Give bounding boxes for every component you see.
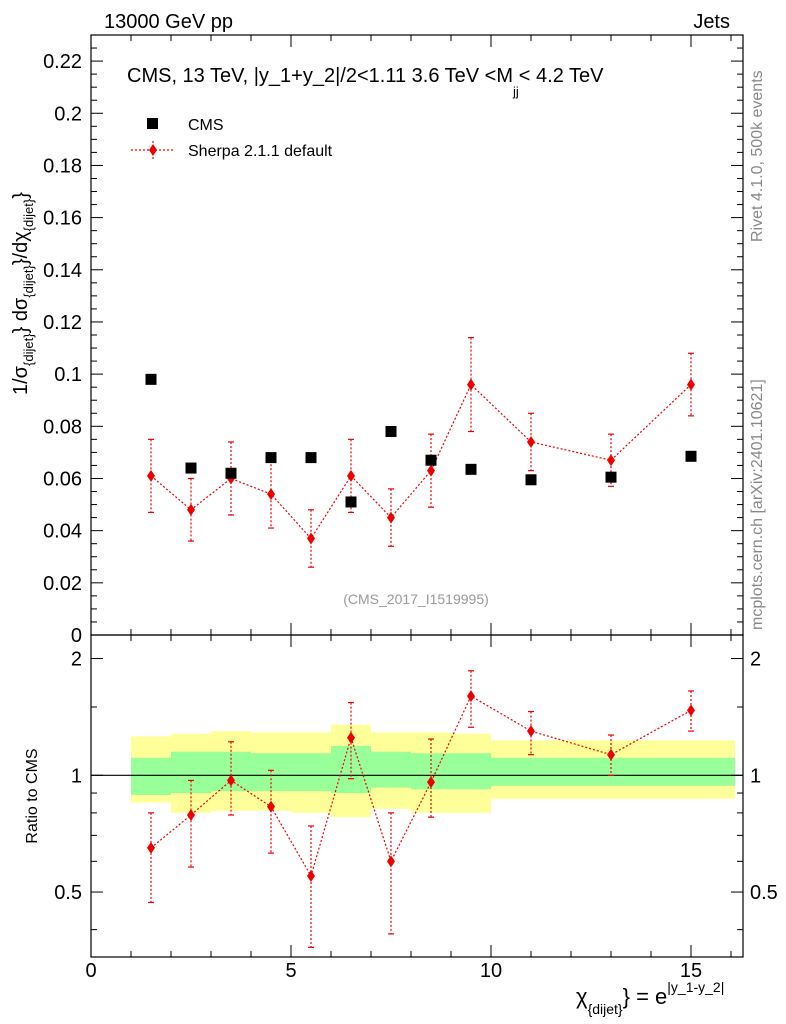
cms-point <box>525 474 537 486</box>
y-tick-label: 0.18 <box>43 155 82 177</box>
sherpa-point <box>347 469 355 482</box>
cms-point <box>425 454 437 466</box>
ratio-line <box>150 695 692 878</box>
sherpa-point <box>527 435 535 448</box>
ratio-point <box>187 808 195 821</box>
sherpa-point <box>307 532 315 545</box>
band-inner <box>451 753 491 790</box>
ratio-tick-label-right: 1 <box>750 765 761 787</box>
y-tick-label: 0.14 <box>43 260 82 282</box>
band-inner <box>651 757 735 786</box>
x-tick-label: 0 <box>85 960 96 982</box>
y-tick-label: 0.04 <box>43 521 82 543</box>
ratio-point <box>687 704 695 717</box>
cms-point <box>345 496 357 508</box>
cms-point <box>265 452 277 464</box>
analysis-watermark: (CMS_2017_I1519995) <box>343 591 489 607</box>
ratio-y-axis-label: Ratio to CMS <box>24 748 41 843</box>
sherpa-point <box>467 378 475 391</box>
legend-sherpa-label: Sherpa 2.1.1 default <box>188 143 333 160</box>
sherpa-point <box>687 378 695 391</box>
sherpa-series <box>147 337 695 568</box>
sherpa-point <box>607 454 615 467</box>
cms-series <box>145 373 697 508</box>
x-tick-label: 10 <box>480 960 502 982</box>
band-inner <box>491 757 571 786</box>
y-tick-label: 0.08 <box>43 416 82 438</box>
y-tick-label: 0.22 <box>43 51 82 73</box>
ratio-point <box>307 869 315 882</box>
sherpa-point <box>427 464 435 477</box>
y-tick-label: 0.12 <box>43 312 82 334</box>
ratio-point <box>227 774 235 787</box>
ratio-point <box>527 725 535 738</box>
y-tick-label: 0.2 <box>54 103 82 125</box>
ratio-point <box>387 855 395 868</box>
y-tick-label: 0.06 <box>43 468 82 490</box>
y-axis-label: 1/σ{dijet}} dσ{dijet}}/dχ{dijet}} <box>10 192 36 395</box>
x-tick-label: 5 <box>285 960 296 982</box>
y-tick-label: 0.02 <box>43 573 82 595</box>
cms-point <box>465 463 477 475</box>
cms-point <box>305 452 317 464</box>
legend-cms-label: CMS <box>188 117 224 134</box>
cms-point <box>145 373 157 385</box>
cms-point <box>185 462 197 474</box>
ratio-tick-label: 2 <box>71 649 82 671</box>
band-inner <box>291 753 331 792</box>
band-inner <box>171 751 211 794</box>
axis-ticks: 0 5 10 15 0 0.02 0.04 0.06 0.08 0.1 0.12 0.14 0.16 0.… <box>43 35 778 982</box>
sherpa-point <box>147 469 155 482</box>
x-tick-label: 15 <box>680 960 702 982</box>
band-inner <box>131 757 171 795</box>
cms-point <box>225 467 237 479</box>
ratio-tick-label-right: 0.5 <box>750 882 778 904</box>
ratio-point <box>607 748 615 761</box>
header-left: 13000 GeV pp <box>104 11 233 33</box>
ratio-point <box>267 800 275 813</box>
chart-title: CMS, 13 TeV, |y_1+y_2|/2<1.11 3.6 TeV <M… <box>127 65 604 99</box>
sherpa-line <box>150 383 692 540</box>
sherpa-point <box>387 511 395 524</box>
cms-point <box>605 471 617 483</box>
band-inner <box>371 751 411 788</box>
ratio-tick-label-right: 2 <box>750 649 761 671</box>
cms-point <box>685 450 697 462</box>
ratio-point <box>427 776 435 789</box>
x-axis-label: χ{dijet}} = e|y_1-y_2| <box>576 979 724 1017</box>
rivet-label: Rivet 4.1.0, 500k events <box>749 70 766 242</box>
ratio-plot-frame <box>90 634 744 958</box>
sherpa-point <box>187 503 195 516</box>
header-right: Jets <box>693 11 730 33</box>
ratio-point <box>467 690 475 703</box>
sherpa-point <box>267 488 275 501</box>
y-tick-label: 0.16 <box>43 208 82 230</box>
ratio-tick-label: 1 <box>71 765 82 787</box>
legend: CMS Sherpa 2.1.1 default <box>131 117 333 160</box>
y-tick-label: 0 <box>71 625 82 647</box>
legend-cms-marker <box>147 118 158 129</box>
mcplots-label: mcplots.cern.ch [arXiv:2401.10621] <box>749 379 766 630</box>
ratio-tick-label: 0.5 <box>54 882 82 904</box>
y-tick-label: 0.1 <box>54 364 82 386</box>
legend-sherpa-marker <box>149 144 157 156</box>
ratio-point <box>147 841 155 854</box>
ratio-bands <box>131 724 735 818</box>
ratio-series <box>147 670 695 948</box>
band-inner <box>331 745 371 794</box>
ratio-point <box>347 731 355 744</box>
cms-point <box>385 426 397 438</box>
